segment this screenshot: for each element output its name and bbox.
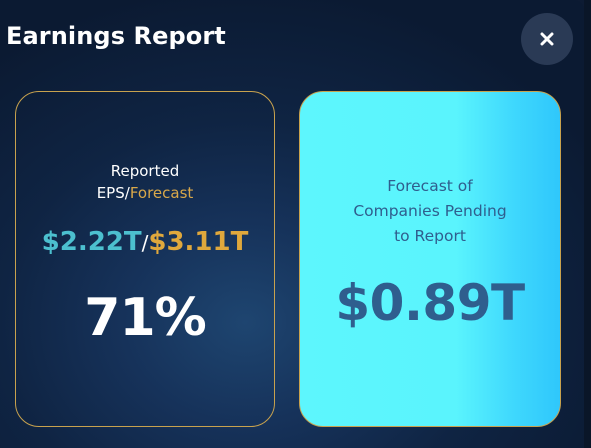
forecast-eps-value: $3.11T [148,227,249,257]
close-icon [540,32,554,46]
pending-forecast-value: $0.89T [335,274,525,332]
eps-values: $2.22T/$3.11T [16,227,274,257]
reported-percent: 71% [84,288,206,348]
reported-label-line: Reported [110,162,180,180]
pending-forecast-card: Forecast of Companies Pending to Report … [299,91,561,427]
pending-forecast-label: Forecast of Companies Pending to Report [300,174,560,249]
eps-forecast-label-line: EPS/Forecast [16,182,274,204]
forecast-word: Forecast [129,184,194,202]
pending-label-line-3: to Report [394,227,466,245]
reported-eps-value: $2.22T [41,227,142,257]
pending-label-line-1: Forecast of [387,177,473,195]
reported-eps-label: Reported EPS/Forecast [16,160,274,204]
close-button[interactable] [521,13,573,65]
window-edge [584,0,591,448]
eps-prefix: EPS/ [96,184,130,202]
eps-separator: / [141,231,149,255]
pending-label-line-2: Companies Pending [353,202,507,220]
dialog-title: Earnings Report [6,22,226,50]
reported-eps-card: Reported EPS/Forecast $2.22T/$3.11T 71% [15,91,275,427]
